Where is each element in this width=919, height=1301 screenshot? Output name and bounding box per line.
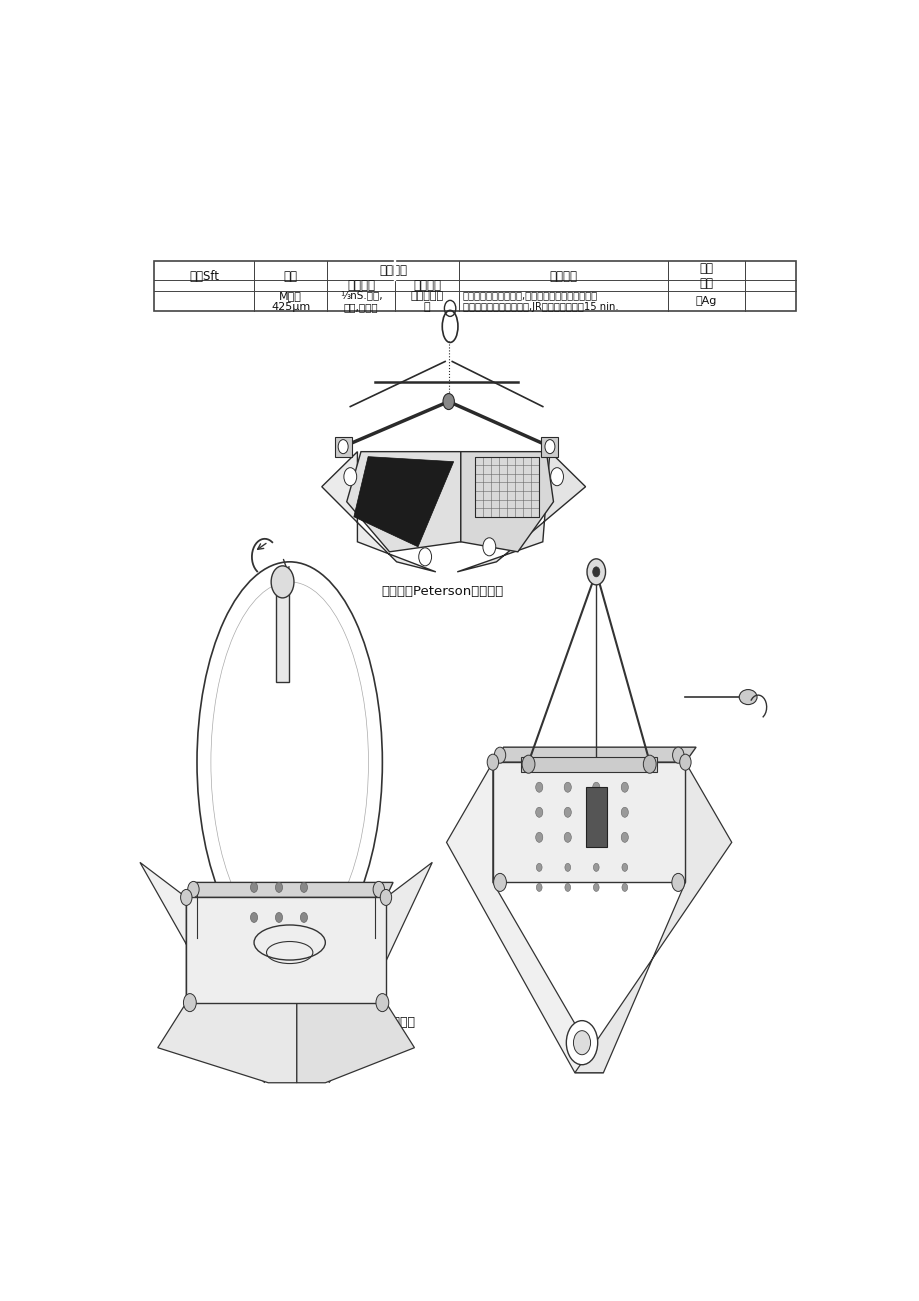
Bar	[540, 437, 558, 457]
Circle shape	[376, 994, 389, 1012]
Polygon shape	[186, 898, 386, 1003]
Circle shape	[494, 873, 505, 891]
Text: 使用方法: 使用方法	[549, 269, 576, 282]
Circle shape	[642, 755, 655, 773]
Circle shape	[586, 559, 605, 585]
Circle shape	[592, 833, 599, 842]
Text: 图Ag: 图Ag	[695, 297, 716, 306]
Circle shape	[344, 467, 357, 485]
Circle shape	[250, 882, 257, 892]
Circle shape	[494, 747, 505, 764]
Text: 涉水可过河
流: 涉水可过河 流	[410, 290, 443, 312]
Circle shape	[564, 883, 570, 891]
Text: 示例
图片: 示例 图片	[698, 263, 712, 290]
Polygon shape	[493, 747, 696, 762]
Circle shape	[592, 782, 599, 792]
Text: 班格: 班格	[283, 269, 297, 282]
Polygon shape	[346, 451, 460, 552]
Circle shape	[535, 782, 542, 792]
Circle shape	[592, 567, 599, 576]
Circle shape	[593, 864, 598, 872]
Circle shape	[373, 881, 384, 898]
Text: 增用条件: 增用条件	[379, 264, 407, 277]
Circle shape	[275, 882, 282, 892]
Circle shape	[563, 833, 571, 842]
Circle shape	[564, 864, 570, 872]
Circle shape	[535, 833, 542, 842]
Circle shape	[573, 1030, 590, 1055]
Text: 水体类型: 水体类型	[413, 280, 440, 293]
Polygon shape	[493, 762, 685, 882]
Polygon shape	[297, 1003, 414, 1082]
Text: 彼得森（Peterson）采泥器: 彼得森（Peterson）采泥器	[381, 585, 504, 598]
Circle shape	[301, 912, 307, 922]
Circle shape	[522, 755, 534, 773]
Circle shape	[380, 890, 391, 905]
Circle shape	[183, 994, 196, 1012]
Circle shape	[679, 755, 690, 770]
Polygon shape	[574, 762, 731, 1073]
Text: ⅓nS.砂石,
碑石,石块等: ⅓nS.砂石, 碑石,石块等	[339, 290, 382, 312]
Circle shape	[418, 548, 431, 566]
Text: 采样Sft: 采样Sft	[188, 269, 219, 282]
Circle shape	[443, 393, 454, 410]
Circle shape	[275, 912, 282, 922]
Bar	[276, 572, 289, 682]
Polygon shape	[186, 882, 392, 898]
Circle shape	[593, 883, 598, 891]
Circle shape	[180, 890, 192, 905]
Circle shape	[535, 807, 542, 817]
Circle shape	[671, 873, 684, 891]
Circle shape	[563, 782, 571, 792]
Polygon shape	[354, 457, 453, 546]
Text: 迎向水泡方向布贾料网,以右头将其钱边压实，于上
谈不断踢动不同生境帐境,JR计乐典时间段为15 nin.: 迎向水泡方向布贾料网,以右头将其钱边压实，于上 谈不断踢动不同生境帐境,JR计乐…	[462, 290, 618, 312]
Circle shape	[482, 537, 495, 556]
Circle shape	[271, 566, 294, 598]
Polygon shape	[322, 451, 436, 572]
Bar	[474, 457, 539, 516]
Text: 改良型彼得森(Petcrson)采泥器: 改良型彼得森(Petcrson)采泥器	[285, 1016, 415, 1029]
Polygon shape	[446, 762, 603, 1073]
Circle shape	[544, 440, 554, 454]
Circle shape	[187, 881, 199, 898]
Text: 底旗类型: 底旗类型	[346, 280, 375, 293]
Circle shape	[621, 883, 627, 891]
Circle shape	[338, 440, 347, 454]
Bar	[585, 787, 607, 847]
Circle shape	[301, 882, 307, 892]
Circle shape	[621, 864, 627, 872]
Circle shape	[536, 883, 541, 891]
Circle shape	[550, 467, 562, 485]
Circle shape	[672, 747, 683, 764]
Circle shape	[563, 807, 571, 817]
Text: M孔柱
425μm: M孔柱 425μm	[271, 290, 310, 312]
Circle shape	[487, 755, 498, 770]
Circle shape	[536, 864, 541, 872]
Circle shape	[620, 807, 628, 817]
Polygon shape	[140, 863, 265, 1082]
Circle shape	[566, 1021, 597, 1064]
Ellipse shape	[739, 690, 756, 705]
Polygon shape	[457, 451, 585, 572]
Bar	[154, 262, 795, 311]
Polygon shape	[158, 1003, 297, 1082]
Circle shape	[250, 912, 257, 922]
Bar	[335, 437, 351, 457]
Circle shape	[620, 782, 628, 792]
Circle shape	[592, 807, 599, 817]
Polygon shape	[460, 451, 553, 552]
Circle shape	[620, 833, 628, 842]
Bar	[521, 757, 656, 773]
Polygon shape	[329, 863, 432, 1082]
